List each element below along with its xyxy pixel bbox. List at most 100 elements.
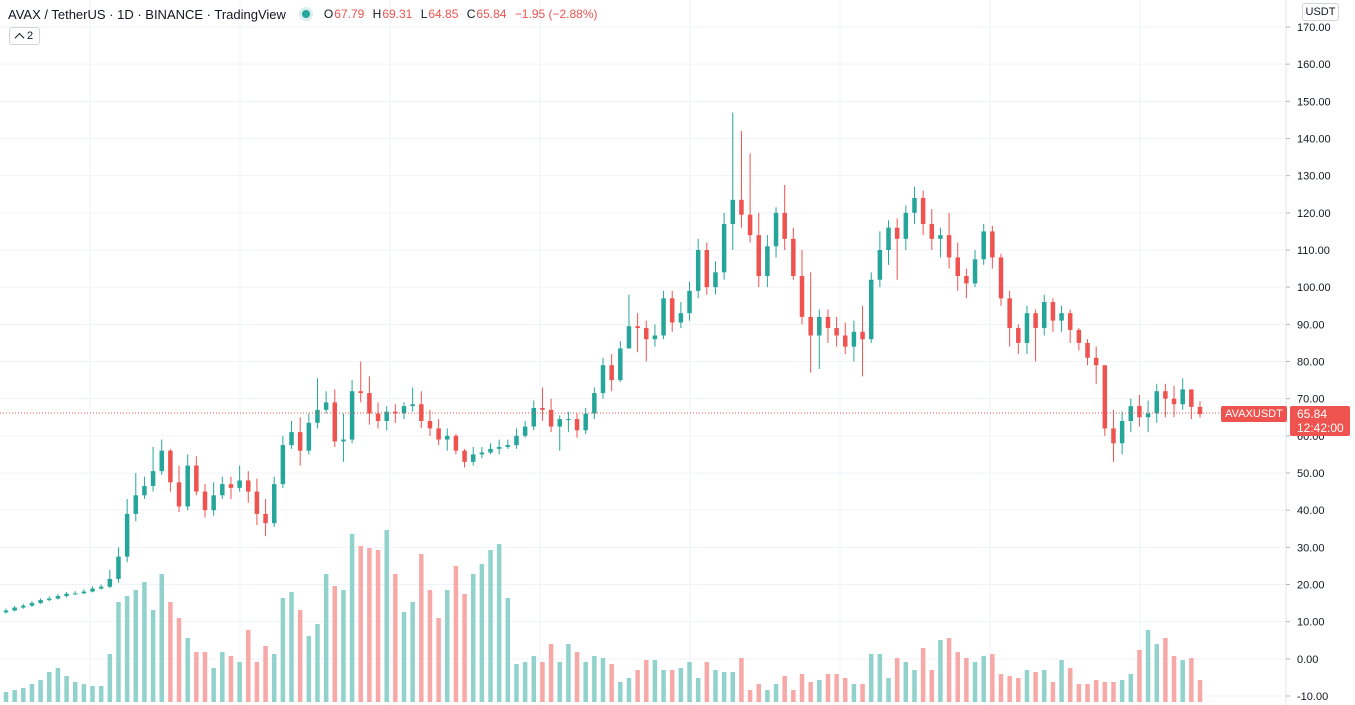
candle-body <box>946 235 952 258</box>
candle-body <box>678 313 684 323</box>
volume-bar <box>194 652 199 702</box>
volume-bar <box>445 590 450 702</box>
candle-body <box>323 402 329 410</box>
bar-countdown: 12:42:00 <box>1297 421 1344 435</box>
candle-body <box>1171 398 1177 405</box>
y-axis-tick-label: 170.00 <box>1297 22 1331 34</box>
volume-bar <box>1180 660 1185 702</box>
volume-bar <box>1119 680 1125 702</box>
candle-body <box>531 407 537 427</box>
candle-body <box>1050 302 1056 321</box>
volume-bar <box>886 678 891 702</box>
open-label: O <box>323 7 334 21</box>
volume-bar <box>583 662 588 702</box>
volume-bar <box>877 654 883 702</box>
candle-body <box>799 276 805 317</box>
indicators-toggle-button[interactable]: 2 <box>9 27 40 45</box>
candle-body <box>29 603 35 606</box>
volume-bar <box>462 594 467 702</box>
volume-bar <box>332 586 338 702</box>
volume-bar <box>1102 682 1108 702</box>
volume-bar <box>514 664 519 702</box>
volume-bar <box>1145 630 1151 702</box>
candle-body <box>150 471 156 487</box>
candle-body <box>929 223 935 239</box>
close-label: C <box>466 7 476 21</box>
volume-bar <box>834 674 839 702</box>
candle-body <box>254 491 260 514</box>
candle-body <box>566 419 571 421</box>
low-label: L <box>420 7 428 21</box>
candle-body <box>55 596 61 599</box>
candle-body <box>886 227 891 250</box>
candle-body <box>280 445 286 485</box>
volume-bar <box>652 660 658 702</box>
candle-body <box>609 365 614 381</box>
volume-bars <box>3 530 1203 702</box>
candle-body <box>384 411 389 421</box>
volume-bar <box>306 636 312 702</box>
symbol-legend: AVAX / TetherUS · 1D · BINANCE · Trading… <box>8 5 603 23</box>
candle-body <box>877 250 883 280</box>
volume-bar <box>1042 670 1047 702</box>
volume-bar <box>185 638 190 702</box>
volume-bar <box>1059 660 1064 702</box>
volume-bar <box>566 644 571 702</box>
candle-body <box>453 435 459 451</box>
volume-bar <box>920 648 926 702</box>
volume-bar <box>661 670 666 702</box>
volume-bar <box>600 658 606 702</box>
volume-bar <box>1024 670 1030 702</box>
volume-bar <box>64 676 69 702</box>
volume-bar <box>479 564 485 702</box>
volume-bar <box>237 662 242 702</box>
candle-body <box>341 439 346 442</box>
candle-body <box>557 419 562 427</box>
symbol-title[interactable]: AVAX / TetherUS · 1D · BINANCE · Trading… <box>8 6 286 22</box>
volume-bar <box>254 662 260 702</box>
volume-bar <box>946 638 952 702</box>
candle-body <box>168 450 173 483</box>
y-axis-tick-label: 130.00 <box>1297 171 1331 183</box>
candle-body <box>271 484 277 524</box>
candle-body <box>176 482 182 507</box>
volume-bar <box>323 574 329 702</box>
volume-bar <box>721 672 727 702</box>
volume-bar <box>1076 684 1082 702</box>
volume-bar <box>90 686 95 702</box>
volume-bar <box>280 598 286 702</box>
candle-body <box>583 413 588 431</box>
volume-bar <box>263 646 268 702</box>
volume-bar <box>704 662 710 702</box>
candle-body <box>574 419 580 431</box>
candle-body <box>903 212 909 239</box>
currency-button[interactable]: USDT <box>1302 3 1339 21</box>
volume-bar <box>505 598 511 702</box>
volume-bar <box>791 690 796 702</box>
candle-body <box>713 272 718 288</box>
volume-bar <box>168 602 173 702</box>
chart-grid <box>0 0 1285 705</box>
candle-body <box>514 435 519 446</box>
candle-body <box>12 607 17 611</box>
volume-bar <box>557 662 562 702</box>
y-axis-tick-label: 30.00 <box>1297 542 1325 554</box>
volume-bar <box>470 574 476 702</box>
candle-body <box>791 238 796 277</box>
volume-bar <box>38 680 43 702</box>
volume-bar <box>713 670 718 702</box>
candle-body <box>851 331 857 347</box>
low-value: 64.85 <box>428 7 459 21</box>
candle-body <box>237 480 242 488</box>
candle-body <box>825 316 831 329</box>
volume-bar <box>1111 682 1116 702</box>
volume-bar <box>453 566 459 702</box>
volume-bar <box>1033 672 1038 702</box>
volume-bar <box>384 530 389 702</box>
volume-bar <box>773 684 779 702</box>
volume-bar <box>72 682 78 702</box>
volume-bar <box>843 678 848 702</box>
candle-body <box>592 393 597 414</box>
candle-body <box>695 250 701 291</box>
